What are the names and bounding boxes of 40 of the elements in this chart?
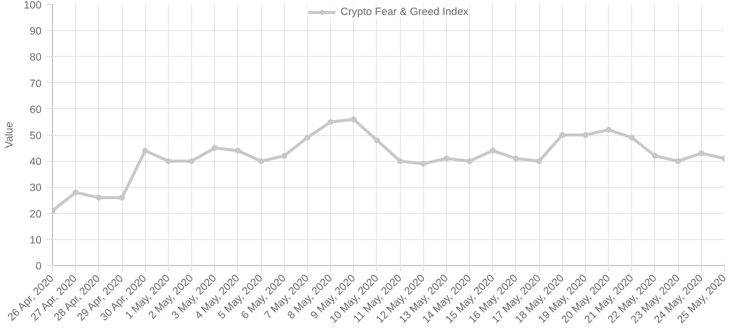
point — [258, 158, 264, 164]
y-tick-label: 70 — [30, 78, 42, 90]
point — [512, 155, 519, 162]
y-tick-label: 40 — [30, 156, 42, 168]
y-axis-title: Value — [4, 122, 16, 148]
y-tick-label: 100 — [24, 0, 42, 12]
point — [606, 126, 612, 133]
y-tick-label: 90 — [30, 26, 42, 38]
point — [698, 150, 704, 156]
point — [350, 116, 357, 122]
y-tick-label: 80 — [30, 52, 42, 64]
point — [142, 148, 148, 154]
point — [559, 132, 566, 138]
legend-label: Crypto Fear & Greed Index — [340, 6, 468, 18]
y-tick-label: 20 — [30, 208, 42, 220]
point — [443, 155, 450, 162]
point — [281, 152, 288, 159]
point — [675, 158, 682, 164]
point — [188, 158, 195, 164]
point — [304, 134, 310, 141]
point — [72, 189, 79, 196]
point — [212, 145, 218, 152]
y-tick-label: 30 — [30, 182, 42, 194]
point — [466, 158, 473, 164]
y-tick-label: 50 — [30, 130, 42, 142]
point — [397, 158, 404, 164]
point — [652, 152, 658, 159]
y-tick-label: 10 — [30, 234, 42, 246]
point — [536, 158, 542, 164]
point — [420, 160, 426, 167]
point — [96, 194, 102, 201]
point — [165, 158, 172, 164]
y-tick-label: 0 — [36, 260, 42, 272]
point — [119, 194, 126, 201]
point — [374, 137, 380, 144]
point — [490, 148, 496, 154]
point — [234, 148, 241, 154]
y-tick-label: 60 — [30, 104, 42, 116]
point — [628, 134, 635, 141]
point — [328, 118, 334, 125]
